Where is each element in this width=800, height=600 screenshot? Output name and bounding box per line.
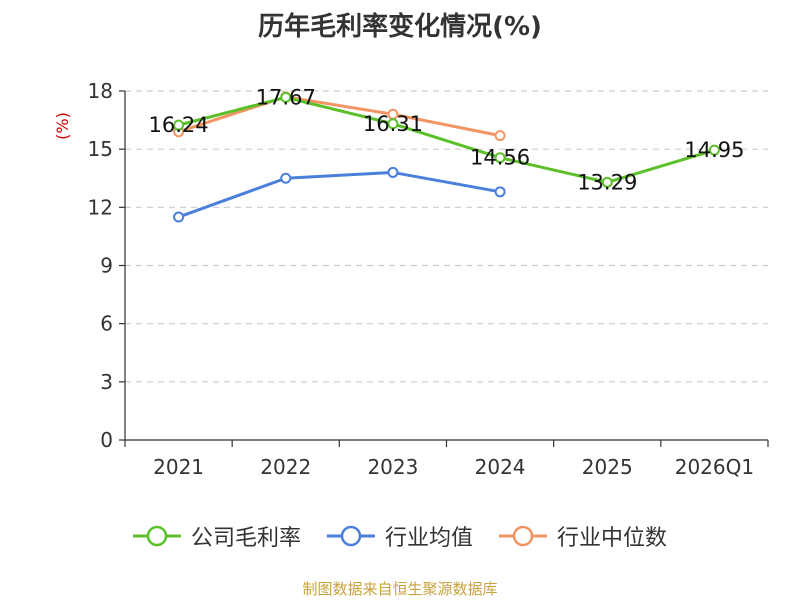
data-point[interactable]: [387, 166, 399, 178]
data-label: 16.24: [149, 113, 209, 137]
grid-lines: [125, 90, 768, 383]
x-tick-label: 2022: [260, 455, 311, 479]
y-axis-label: (%): [53, 112, 72, 140]
data-label: 13.29: [577, 170, 637, 194]
data-label: 16.31: [363, 112, 423, 136]
legend: 公司毛利率 行业均值 行业中位数: [0, 518, 800, 554]
legend-label-company: 公司毛利率: [190, 526, 301, 551]
legend-item-company[interactable]: 公司毛利率: [132, 518, 301, 554]
y-tick-label: 18: [88, 79, 113, 103]
legend-marker-company: [132, 525, 181, 547]
data-point[interactable]: [173, 211, 185, 223]
chart-title: 历年毛利率变化情况(%): [258, 12, 542, 42]
data-label: 14.56: [470, 146, 530, 170]
legend-marker-industry-mean: [326, 525, 375, 547]
data-label: 14.95: [684, 138, 744, 162]
y-tick-label: 3: [100, 370, 113, 394]
y-tick-label: 9: [100, 254, 113, 278]
x-tick-label: 2024: [475, 455, 526, 479]
x-tick-label: 2023: [367, 455, 418, 479]
data-labels: 16.24 17.67 16.31 14.56 13.29 14.95: [149, 85, 745, 194]
y-tick-label: 12: [88, 195, 113, 219]
data-point[interactable]: [494, 152, 506, 164]
axes: 0 3 6 9 12 15 18 2021 2022 2023 2024 2025 2026Q1: [88, 79, 769, 479]
series-line-2: [178, 95, 501, 138]
data-point[interactable]: [387, 118, 399, 130]
x-tick-label: 2026Q1: [675, 455, 754, 479]
y-tick-label: 6: [100, 312, 113, 336]
x-tick-label: 2021: [153, 455, 204, 479]
x-tick-label: 2025: [582, 455, 633, 479]
series-line-1: [178, 170, 501, 219]
data-point[interactable]: [173, 119, 185, 131]
data-point[interactable]: [280, 91, 292, 103]
legend-marker-industry-median: [499, 525, 547, 547]
line-chart: 0 3 6 9 12 15 18 2021 2022 2023 2024 2025 2026Q1 (%)…: [53, 79, 769, 479]
legend-label-industry-mean: 行业均值: [384, 526, 473, 551]
legend-item-industry-mean[interactable]: 行业均值: [326, 518, 473, 554]
series-layer: [173, 91, 720, 223]
y-tick-label: 15: [88, 137, 113, 161]
legend-label-industry-median: 行业中位数: [557, 526, 668, 551]
data-point[interactable]: [708, 144, 720, 156]
source-note: 制图数据来自恒生聚源数据库: [302, 580, 498, 598]
series-line-0: [178, 95, 715, 184]
legend-item-industry-median[interactable]: 行业中位数: [499, 518, 667, 554]
y-tick-label: 0: [100, 428, 113, 452]
data-point[interactable]: [601, 176, 613, 188]
data-point[interactable]: [494, 186, 506, 198]
data-label: 17.67: [256, 85, 316, 109]
data-point[interactable]: [280, 172, 292, 184]
data-point[interactable]: [494, 130, 506, 142]
